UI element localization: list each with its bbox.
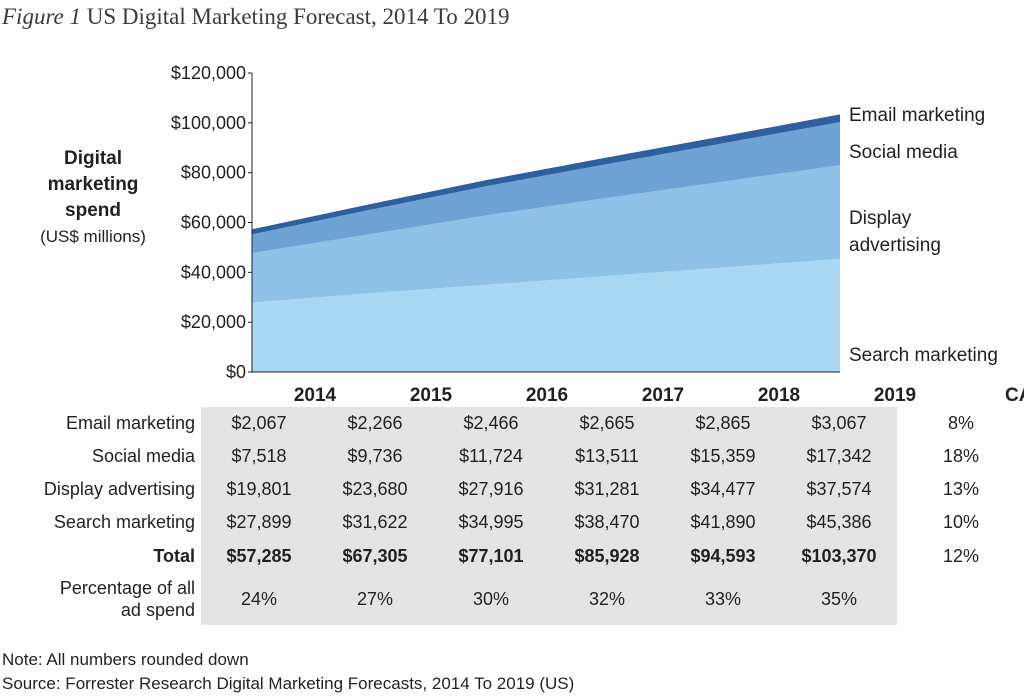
row-label: Search marketing [53, 512, 195, 532]
cagr-cell: 10% [942, 512, 980, 532]
series-label-display-advertising: Display [849, 208, 912, 229]
figure-title: Figure 1 US Digital Marketing Forecast, … [2, 4, 510, 30]
total-row: Total $57,285 $67,305 $77,101 $85,928 $94,593… [0, 539, 1019, 573]
table-cell: $41,890 [665, 506, 781, 539]
total-cagr-cell: 12% [942, 545, 980, 566]
y-tick-label: $40,000 [181, 262, 246, 282]
table-cell: $2,067 [201, 407, 317, 440]
table-cell: $9,736 [317, 440, 433, 473]
area-search-marketing [252, 258, 840, 372]
percentage-cell: 32% [549, 573, 665, 625]
percentage-label-line: ad spend [120, 600, 195, 620]
area-email-marketing [252, 114, 840, 235]
table-cell: $2,665 [549, 407, 665, 440]
total-cell: $94,593 [665, 539, 781, 573]
source-text: Source: Forrester Research Digital Marke… [2, 674, 575, 693]
total-label: Total [153, 545, 195, 566]
area-social-media [252, 122, 840, 254]
series-label-social-media: Social media [849, 142, 958, 163]
y-tick-label: $0 [226, 362, 246, 382]
row-label: Social media [91, 446, 195, 466]
total-cell: $77,101 [433, 539, 549, 573]
table-cell: $34,995 [433, 506, 549, 539]
x-tick-label: 2019 [874, 385, 916, 406]
series-label-search-marketing: Search marketing [849, 345, 998, 366]
total-cell: $57,285 [201, 539, 317, 573]
stacked-area-chart: $0 $20,000 $40,000 $60,000 $80,000 $100,000 $1… [171, 63, 1024, 406]
x-tick-label: 2015 [410, 385, 453, 406]
table-cell: $2,466 [433, 407, 549, 440]
figure-title-text: US Digital Marketing Forecast, 2014 To 2… [86, 4, 510, 29]
table-cell: $23,680 [317, 473, 433, 506]
table-cell: $27,916 [433, 473, 549, 506]
y-axis-title-line-2: marketing [47, 174, 139, 195]
table-cell: $38,470 [549, 506, 665, 539]
cagr-cell: 8% [947, 413, 974, 433]
table-cell: $45,386 [781, 506, 897, 539]
y-tick-label: $80,000 [181, 163, 246, 183]
row-label: Display advertising [43, 479, 195, 499]
percentage-label-line: Percentage of all [59, 578, 195, 598]
total-cell: $67,305 [317, 539, 433, 573]
percentage-cagr-empty [903, 573, 1019, 625]
table-cell: $15,359 [665, 440, 781, 473]
x-tick-label: 2017 [642, 385, 684, 406]
total-cell: $85,928 [549, 539, 665, 573]
table-cell: $3,067 [781, 407, 897, 440]
table-cell: $37,574 [781, 473, 897, 506]
y-tick-label: $20,000 [181, 312, 246, 332]
y-tick-label: $100,000 [171, 113, 246, 133]
percentage-row: Percentage of all ad spend 24% 27% 30% 32% 33%… [0, 573, 1019, 625]
table-row: Display advertising $19,801 $23,680 $27,916… [0, 473, 1019, 506]
x-tick-label: 2018 [758, 385, 800, 406]
percentage-label: Percentage of all ad spend [0, 573, 201, 625]
y-axis-title-line-3: spend [65, 200, 121, 221]
table-cell: $13,511 [549, 440, 665, 473]
y-tick-label: $120,000 [171, 63, 246, 83]
percentage-cell: 35% [781, 573, 897, 625]
percentage-cell: 24% [201, 573, 317, 625]
note-text: Note: All numbers rounded down [2, 650, 249, 669]
table-cell: $19,801 [201, 473, 317, 506]
table-cell: $7,518 [201, 440, 317, 473]
y-axis-title-unit: (US$ millions) [40, 227, 146, 246]
percentage-cell: 30% [433, 573, 549, 625]
percentage-cell: 27% [317, 573, 433, 625]
cagr-cell: 13% [942, 479, 980, 499]
table-cell: $11,724 [433, 440, 549, 473]
series-label-display-advertising: advertising [849, 235, 941, 256]
table-cell: $2,865 [665, 407, 781, 440]
percentage-cell: 33% [665, 573, 781, 625]
table-cell: $17,342 [781, 440, 897, 473]
total-cell: $103,370 [781, 539, 897, 573]
row-label: Email marketing [65, 413, 195, 433]
series-label-email-marketing: Email marketing [849, 105, 985, 126]
forecast-table: Email marketing $2,067 $2,266 $2,466 $2,665 $… [0, 407, 1019, 625]
y-tick-label: $60,000 [181, 213, 246, 233]
y-axis-title-line-1: Digital [63, 148, 123, 169]
table-row: Social media $7,518 $9,736 $11,724 $13,511 $1… [0, 440, 1019, 473]
cagr-cell: 18% [942, 446, 980, 466]
table-cell: $31,622 [317, 506, 433, 539]
table-cell: $34,477 [665, 473, 781, 506]
area-display-advertising [252, 165, 840, 303]
table-cell: $31,281 [549, 473, 665, 506]
table-row: Search marketing $27,899 $31,622 $34,995 $38… [0, 506, 1019, 539]
cagr-header: CAGR [1005, 385, 1024, 406]
x-tick-label: 2014 [294, 385, 337, 406]
figure-label: Figure 1 [2, 4, 81, 29]
table-cell: $2,266 [317, 407, 433, 440]
table-cell: $27,899 [201, 506, 317, 539]
table-row: Email marketing $2,067 $2,266 $2,466 $2,665 $… [0, 407, 1019, 440]
x-tick-label: 2016 [526, 385, 568, 406]
